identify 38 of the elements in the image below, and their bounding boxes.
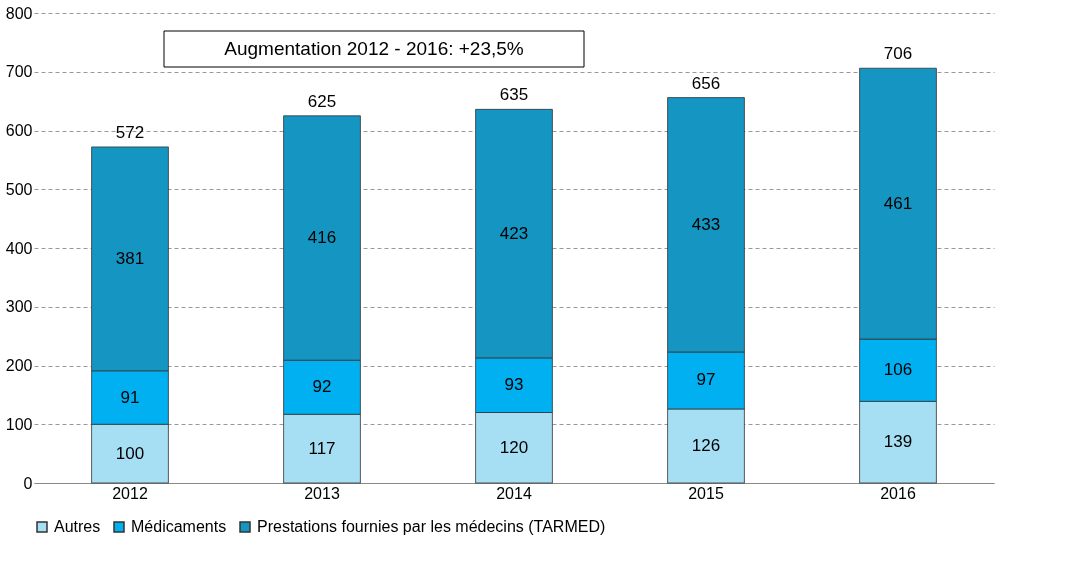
x-tick-label: 2016	[880, 484, 916, 502]
data-label: 139	[883, 432, 913, 452]
y-tick-label: 700	[5, 63, 33, 81]
x-tick-label: 2014	[496, 484, 532, 502]
data-label: 381	[115, 248, 145, 268]
data-label: 120	[499, 437, 529, 457]
data-label: 106	[883, 360, 913, 380]
y-tick-label: 500	[5, 180, 33, 198]
annotation: Augmentation 2012 - 2016: +23,5%	[224, 38, 524, 59]
data-label: 91	[120, 387, 140, 407]
data-label: 461	[883, 193, 913, 213]
total-label: 572	[115, 122, 145, 142]
data-label: 416	[307, 228, 337, 248]
total-label: 625	[307, 91, 337, 111]
legend-label: Prestations fournies par les médecins (TARMED)	[257, 518, 606, 535]
x-tick-label: 2015	[688, 484, 724, 502]
y-tick-label: 100	[5, 415, 33, 433]
y-tick-label: 800	[5, 4, 33, 22]
total-label: 706	[883, 44, 913, 64]
y-tick-label: 300	[5, 298, 33, 316]
data-label: 97	[696, 370, 716, 390]
data-label: 423	[499, 223, 529, 243]
data-label: 92	[312, 377, 332, 397]
x-tick-label: 2012	[112, 484, 148, 502]
y-tick-label: 400	[5, 239, 33, 257]
y-tick-label: 0	[23, 474, 33, 492]
total-label: 635	[499, 85, 529, 105]
x-tick-label: 2013	[304, 484, 340, 502]
total-label: 656	[691, 73, 721, 93]
y-tick-label: 200	[5, 357, 33, 374]
y-tick-label: 600	[5, 122, 33, 139]
legend-label: Autres	[54, 518, 101, 535]
data-label: 93	[504, 375, 524, 395]
data-label: 433	[691, 214, 721, 234]
data-label: 126	[691, 435, 721, 455]
data-label: 100	[115, 443, 145, 463]
legend-label: Médicaments	[131, 518, 227, 535]
data-label: 117	[308, 438, 336, 458]
